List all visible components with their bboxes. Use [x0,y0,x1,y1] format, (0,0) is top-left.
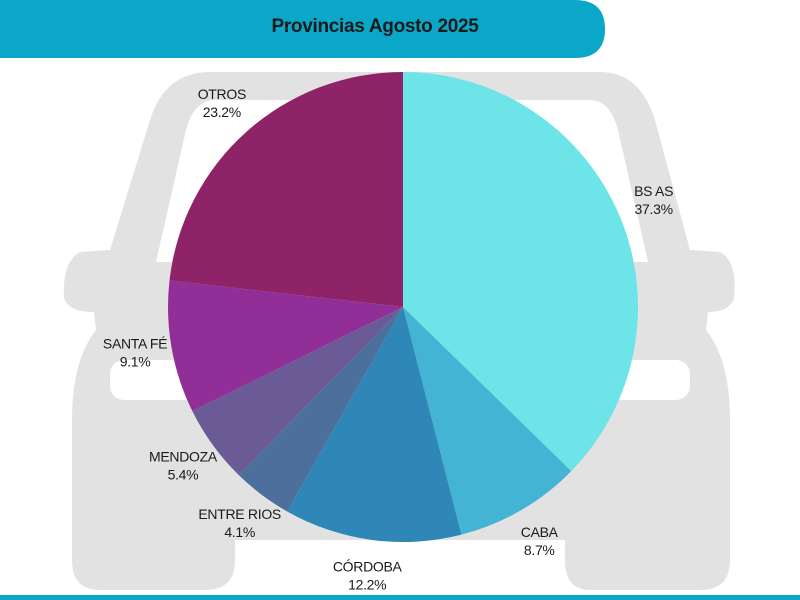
slice-value-label: 23.2% [203,104,241,120]
pie-slice [403,307,572,535]
slice-label: OTROS [198,86,246,102]
slice-value-label: 8.7% [524,542,555,558]
bottom-bar [0,595,800,600]
pie-slice [403,72,638,472]
pie-slice [169,72,403,307]
pie-slice [167,280,403,412]
slice-value-label: 37.3% [635,201,673,217]
pie-slice [287,307,462,542]
title-banner [0,0,605,58]
slice-value-label: 9.1% [120,353,151,369]
slice-label: BS AS [634,183,673,199]
pie-slice [238,307,403,512]
slice-value-label: 5.4% [168,467,199,483]
slice-label: CABA [521,524,559,540]
pie-slice [192,307,403,476]
slice-label: ENTRE RIOS [198,506,281,522]
slice-label: MENDOZA [149,449,218,465]
slice-label: SANTA FÉ [103,335,167,351]
pie [167,72,638,542]
slice-value-label: 12.2% [348,576,386,592]
chart-title: Provincias Agosto 2025 [271,16,479,37]
slice-label: CÓRDOBA [333,558,403,574]
slice-value-label: 4.1% [224,524,255,540]
